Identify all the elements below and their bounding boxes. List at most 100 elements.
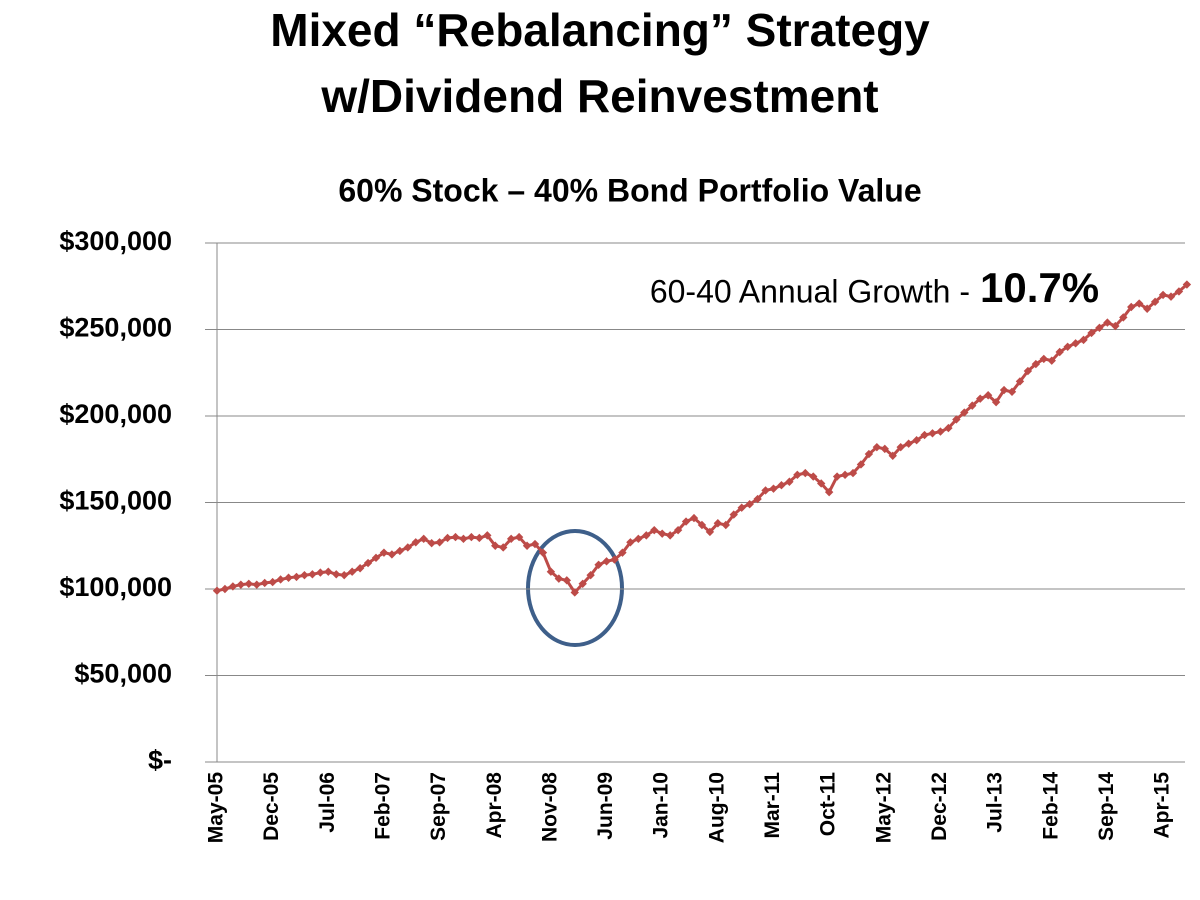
data-point — [872, 442, 882, 452]
data-point — [880, 444, 889, 454]
data-point — [904, 439, 913, 448]
data-point — [912, 436, 921, 445]
chart-title: w/Dividend Reinvestment — [320, 70, 878, 122]
data-point — [920, 430, 929, 440]
x-tick-label: Jan-10 — [650, 772, 673, 839]
data-point — [840, 470, 850, 480]
data-point — [578, 579, 587, 589]
data-point — [332, 570, 341, 579]
data-point — [427, 538, 436, 548]
data-point — [514, 532, 524, 542]
data-point — [1119, 313, 1128, 322]
data-point — [276, 575, 285, 584]
data-point — [888, 451, 897, 460]
y-tick-label: $100,000 — [59, 572, 172, 602]
data-point — [729, 510, 738, 519]
data-point — [896, 442, 905, 452]
data-point — [395, 546, 405, 556]
chart-title: Mixed “Rebalancing” Strategy — [270, 4, 930, 56]
data-point — [658, 529, 667, 538]
data-point — [626, 538, 635, 547]
data-point — [594, 560, 603, 569]
data-point — [1007, 387, 1017, 396]
data-point — [793, 470, 802, 480]
data-point — [952, 415, 961, 424]
data-point — [801, 468, 810, 478]
y-tick-label: $50,000 — [74, 659, 172, 689]
data-point — [252, 580, 261, 589]
data-point — [848, 468, 858, 478]
x-tick-label: Feb-14 — [1039, 772, 1062, 840]
data-point — [475, 533, 484, 543]
data-point — [562, 576, 571, 585]
data-point — [355, 564, 365, 573]
x-tick-label: Jul-13 — [984, 772, 1007, 833]
data-point — [610, 555, 619, 564]
data-point — [530, 539, 540, 549]
data-point — [602, 557, 611, 566]
x-tick-label: Sep-07 — [427, 772, 450, 841]
data-point — [928, 429, 937, 438]
data-point — [554, 574, 564, 583]
x-tick-label: Feb-07 — [371, 772, 394, 840]
data-point — [499, 543, 508, 552]
data-point — [1023, 366, 1033, 376]
data-point — [1063, 342, 1072, 351]
data-point — [459, 534, 468, 544]
data-point — [745, 500, 754, 509]
x-tick-label: Apr-08 — [483, 772, 506, 839]
data-point — [737, 503, 746, 512]
data-point — [1142, 304, 1152, 313]
data-point — [371, 553, 381, 563]
data-point — [713, 519, 723, 528]
data-point — [777, 481, 786, 490]
data-point — [960, 408, 969, 417]
data-point — [705, 527, 715, 537]
x-tick-label: Nov-08 — [538, 772, 561, 842]
data-point — [824, 487, 834, 497]
highlight-circle — [526, 529, 624, 647]
data-point — [642, 531, 651, 540]
data-point — [284, 573, 293, 582]
x-tick-label: Mar-11 — [761, 772, 784, 839]
data-point — [1039, 354, 1048, 364]
data-point — [260, 578, 269, 588]
data-point — [570, 588, 579, 597]
y-tick-label: $- — [148, 745, 172, 775]
data-point — [292, 572, 301, 582]
data-point — [1087, 328, 1096, 338]
data-point — [363, 558, 373, 568]
data-point — [761, 486, 770, 495]
data-point — [379, 548, 389, 557]
data-point — [968, 401, 977, 410]
y-tick-label: $150,000 — [59, 486, 172, 516]
data-point — [817, 479, 826, 488]
data-point — [1095, 323, 1104, 332]
data-point — [1103, 318, 1112, 327]
chart-subtitle: 60% Stock – 40% Bond Portfolio Value — [338, 172, 921, 208]
data-point — [991, 397, 1001, 407]
data-point — [244, 579, 253, 589]
data-point — [212, 586, 222, 595]
data-point — [673, 525, 683, 535]
data-point — [1071, 339, 1080, 348]
data-point — [681, 517, 691, 526]
data-point — [936, 427, 945, 436]
data-point — [1158, 290, 1168, 300]
data-point — [1135, 299, 1144, 308]
data-point — [546, 567, 556, 576]
data-point — [1079, 335, 1088, 345]
x-tick-label: Jul-06 — [316, 772, 339, 833]
data-point — [506, 534, 516, 544]
y-tick-label: $300,000 — [59, 226, 172, 256]
data-point — [483, 531, 492, 540]
data-point — [634, 534, 643, 544]
data-point — [316, 568, 325, 577]
data-line — [216, 283, 1188, 595]
data-point — [403, 543, 412, 552]
data-point — [324, 567, 333, 576]
data-point — [809, 472, 818, 481]
data-point — [387, 550, 397, 559]
data-point — [491, 541, 500, 550]
